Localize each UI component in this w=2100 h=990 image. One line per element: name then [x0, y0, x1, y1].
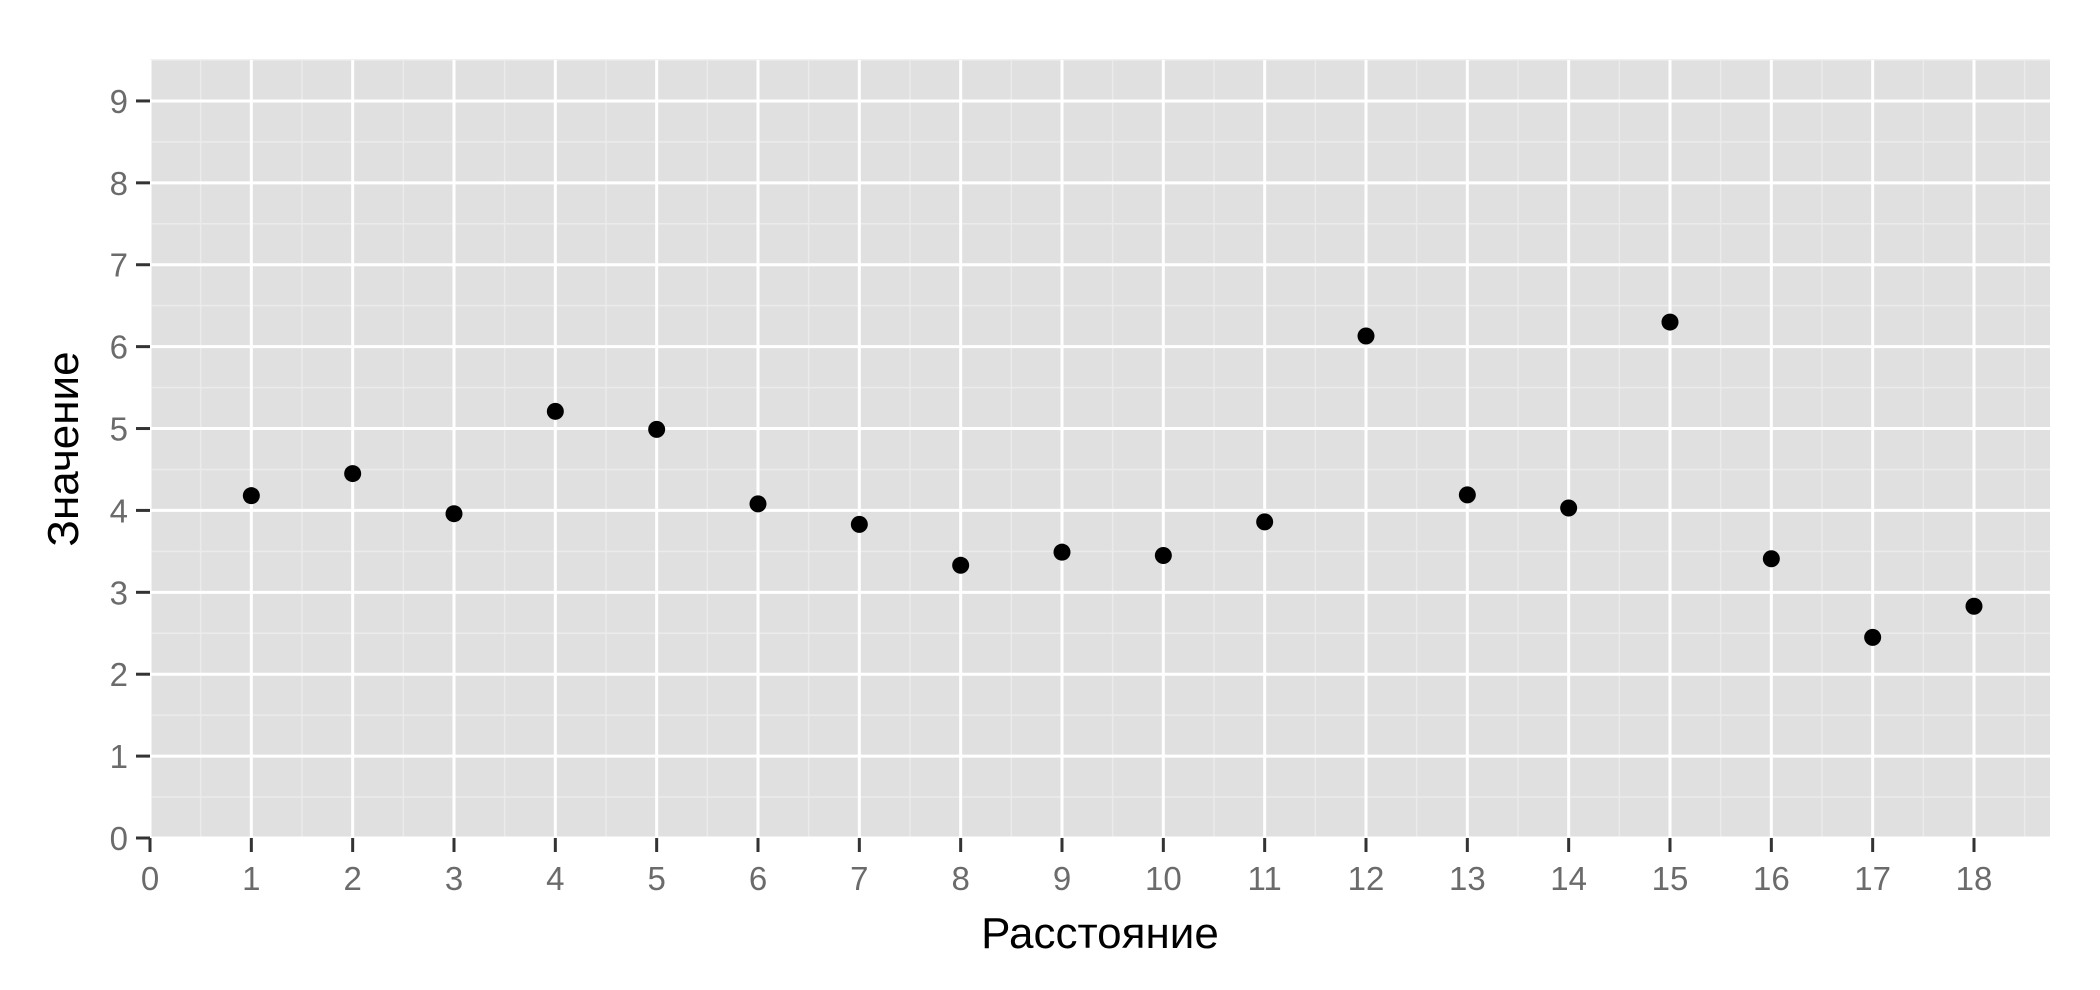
x-tick-label: 11	[1248, 860, 1282, 897]
data-point	[1661, 313, 1679, 331]
data-point	[1154, 546, 1172, 564]
x-tick-label: 15	[1652, 860, 1689, 897]
y-tick-label: 6	[110, 329, 128, 366]
axis-ticks	[136, 99, 1976, 852]
data-point	[1256, 513, 1274, 531]
x-tick-label: 10	[1145, 860, 1182, 897]
x-tick-label: 6	[749, 860, 767, 897]
x-tick-label: 4	[546, 860, 564, 897]
y-tick-label: 7	[110, 247, 128, 284]
data-point	[1965, 597, 1983, 615]
data-point	[648, 420, 666, 438]
x-tick-label: 12	[1348, 860, 1385, 897]
data-point	[1357, 327, 1375, 345]
data-point	[749, 495, 767, 513]
x-tick-label: 0	[141, 860, 159, 897]
x-axis-tick-labels: 0 1 2 3 4 5 6 7 8 9 10 11 12 13 14 15 16 17 18	[141, 860, 1993, 897]
plot-panel	[150, 60, 2050, 838]
x-tick-label: 16	[1753, 860, 1790, 897]
y-tick-label: 8	[110, 165, 128, 202]
y-axis-tick-labels: 0 1 2 3 4 5 6 7 8 9	[110, 83, 128, 857]
data-point	[1560, 499, 1578, 517]
data-point	[546, 402, 564, 420]
y-tick-label: 3	[110, 574, 128, 611]
x-tick-label: 3	[445, 860, 463, 897]
x-tick-label: 7	[850, 860, 868, 897]
x-tick-label: 18	[1956, 860, 1993, 897]
data-point	[1458, 486, 1476, 504]
minor-gridlines	[150, 59, 2050, 838]
data-point	[850, 515, 868, 533]
x-tick-label: 5	[647, 860, 665, 897]
data-points	[242, 313, 1983, 646]
data-point	[344, 465, 362, 483]
x-tick-label: 8	[951, 860, 969, 897]
x-axis-title: Расстояние	[981, 909, 1219, 958]
x-tick-label: 9	[1053, 860, 1071, 897]
data-point	[445, 505, 463, 523]
y-tick-label: 2	[110, 656, 128, 693]
data-point	[952, 556, 970, 574]
data-point	[1864, 628, 1882, 646]
y-tick-label: 5	[110, 411, 128, 448]
x-tick-label: 2	[343, 860, 361, 897]
x-tick-label: 17	[1854, 860, 1891, 897]
y-tick-label: 4	[110, 492, 128, 529]
x-tick-label: 13	[1449, 860, 1486, 897]
data-point	[1762, 550, 1780, 568]
y-axis-title: Значение	[39, 351, 88, 546]
y-tick-label: 0	[110, 820, 128, 857]
major-gridlines	[148, 60, 2050, 840]
x-tick-label: 14	[1550, 860, 1587, 897]
y-tick-label: 9	[110, 83, 128, 120]
y-tick-label: 1	[110, 738, 128, 775]
data-point	[1053, 543, 1071, 561]
x-tick-label: 1	[242, 860, 260, 897]
data-point	[242, 487, 260, 505]
